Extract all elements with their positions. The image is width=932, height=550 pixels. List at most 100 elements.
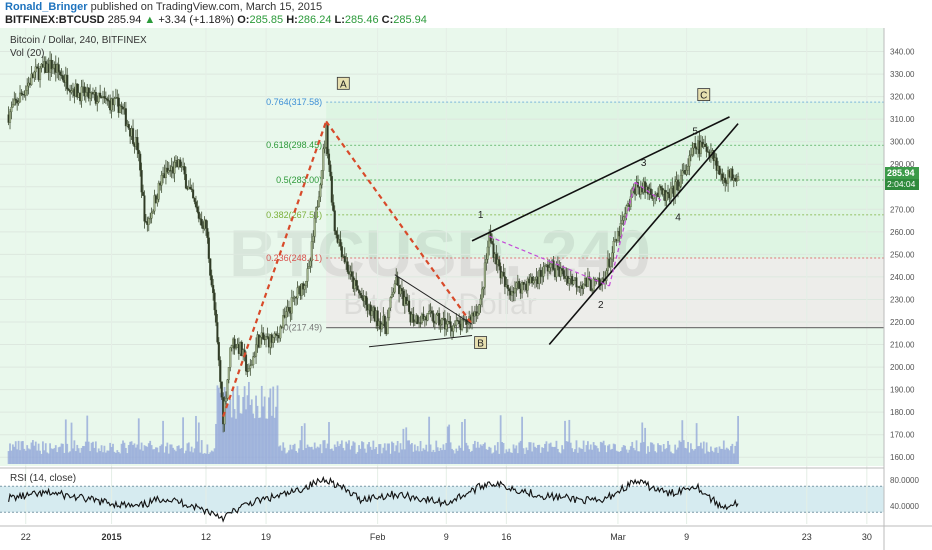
candle-body	[309, 260, 312, 267]
candle-body	[438, 313, 441, 326]
volume-bar	[183, 453, 186, 464]
volume-bar	[681, 420, 684, 464]
drawings: A B C 1 2 3 4 5	[222, 76, 739, 418]
volume-bar	[142, 450, 144, 464]
volume-bar	[343, 450, 346, 464]
candle-body	[350, 271, 353, 277]
candle-body	[61, 75, 64, 81]
volume-bar	[286, 452, 289, 464]
volume-bar	[205, 453, 207, 464]
candle-body	[586, 276, 589, 287]
candle-body	[609, 258, 612, 267]
candle-body	[541, 276, 544, 278]
candle-body	[96, 101, 99, 104]
candle-body	[200, 218, 203, 226]
candle-body	[699, 141, 702, 154]
candle-body	[542, 266, 545, 277]
candle-body	[34, 66, 37, 73]
volume-bar	[401, 449, 403, 464]
volume-bar	[455, 448, 458, 464]
volume-bar	[325, 448, 328, 464]
candle-body	[39, 67, 42, 80]
volume-bar	[717, 452, 719, 464]
candle-body	[735, 180, 738, 182]
volume-bar	[456, 450, 459, 464]
volume-bar	[545, 441, 548, 464]
candle-body	[559, 268, 562, 277]
candle-body	[310, 241, 313, 262]
candle-body	[737, 176, 740, 181]
candle-body	[307, 266, 311, 269]
volume-bar	[446, 426, 449, 464]
candle-body	[689, 154, 692, 156]
volume-bar	[207, 453, 210, 464]
wave-dash	[634, 181, 662, 201]
volume-bar	[431, 451, 433, 464]
candle-body	[676, 179, 680, 191]
candle-body	[317, 196, 321, 207]
volume-bar	[461, 421, 463, 464]
candle-body	[254, 344, 258, 357]
author-link[interactable]: Ronald_Bringer	[5, 1, 88, 13]
price-chart[interactable]: BTCUSD, 240 Bitcoin / Dollar 0.764(317.5…	[0, 28, 932, 550]
volume-bar	[57, 447, 60, 464]
candle-body	[734, 177, 737, 181]
candle-body	[386, 317, 389, 335]
volume-bar	[607, 445, 609, 464]
candle-body	[432, 313, 435, 323]
volume-bar	[498, 453, 501, 464]
volume-bar	[422, 448, 425, 464]
candle-body	[506, 284, 509, 289]
volume-bar	[79, 452, 82, 464]
volume-bar	[366, 444, 369, 464]
volume-bar	[642, 442, 645, 464]
candle-body	[117, 97, 120, 113]
candle-body	[562, 270, 565, 277]
volume-bar	[678, 440, 681, 464]
volume-bar	[373, 449, 376, 464]
volume-bar	[356, 452, 359, 464]
price-tick: 260.00	[890, 228, 915, 237]
symbol-name[interactable]: BITFINEX:BTCUSD	[5, 14, 105, 26]
point-label-box	[697, 88, 711, 102]
candle-body	[97, 92, 100, 102]
volume-bar	[152, 449, 154, 464]
timer-tag-bg	[885, 179, 919, 190]
volume-bar	[402, 428, 405, 464]
rsi-tick: 40.0000	[890, 502, 919, 511]
candle-body	[399, 288, 402, 295]
candle-body	[592, 278, 595, 291]
volume-bar	[395, 445, 398, 464]
candle-body	[83, 86, 86, 97]
volume-bar	[509, 452, 512, 464]
volume-bar	[92, 441, 94, 464]
volume-bar	[350, 445, 353, 464]
candle-body	[326, 124, 329, 155]
candle-body	[94, 92, 97, 104]
volume-bar	[436, 447, 439, 464]
volume-bar	[494, 445, 496, 464]
volume-bar	[452, 450, 455, 464]
volume-bar	[30, 442, 33, 464]
volume-bar	[707, 451, 709, 464]
price-tick: 240.00	[890, 273, 915, 282]
volume-bar	[77, 448, 80, 464]
volume-bar	[116, 450, 119, 464]
rsi-pane: 80.0000 40.0000	[0, 467, 919, 523]
candle-body	[622, 216, 625, 221]
volume-bar	[737, 415, 739, 464]
volume-bar	[363, 448, 366, 464]
volume-bar	[734, 445, 737, 464]
candle-body	[678, 186, 681, 191]
volume-bar	[655, 452, 658, 464]
volume-bar	[280, 450, 283, 464]
volume-bar	[591, 449, 594, 464]
volume-bar	[546, 451, 549, 464]
candle-body	[539, 269, 542, 277]
volume-bar	[428, 416, 431, 464]
volume-bar	[628, 449, 631, 464]
volume-bar	[495, 450, 498, 464]
candle-body	[339, 239, 342, 247]
candle-body	[16, 100, 19, 104]
volume-bar	[484, 442, 486, 464]
